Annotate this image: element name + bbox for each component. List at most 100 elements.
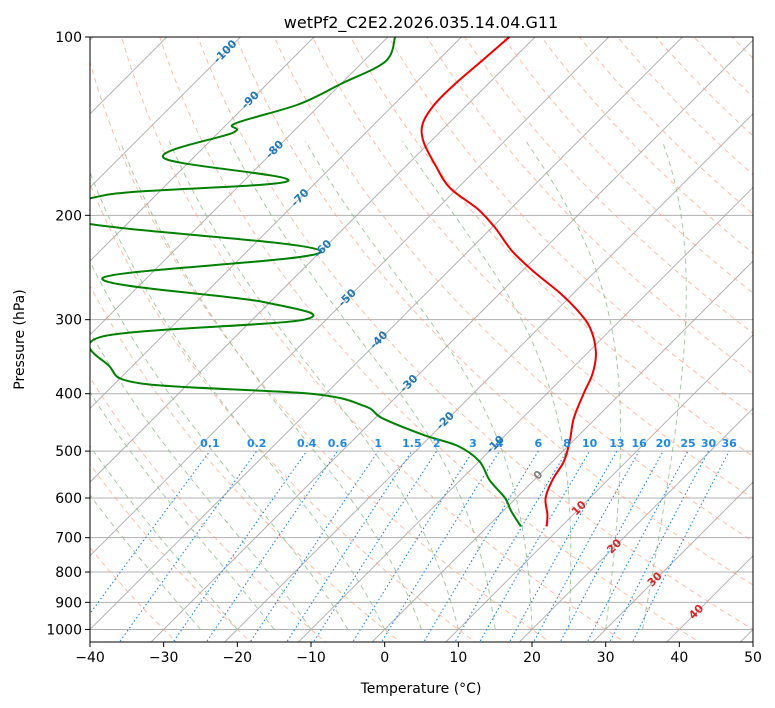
x-tick-label: 10 xyxy=(449,650,467,666)
y-tick-label: 500 xyxy=(55,444,82,460)
dry-adiabat-line xyxy=(273,37,753,543)
isotherm-line xyxy=(150,39,753,642)
moist-adiabat-line xyxy=(642,141,687,630)
dry-adiabat-line xyxy=(578,37,753,215)
dewpoint-profile-line xyxy=(90,37,522,527)
x-tick-label: 20 xyxy=(523,650,541,666)
mixing-ratio-label: 20 xyxy=(656,437,672,450)
mixing-ratio-label: 16 xyxy=(631,437,647,450)
mixing-ratio-label: 4 xyxy=(496,437,504,450)
isotherm-label: 20 xyxy=(604,536,624,556)
isotherm-line xyxy=(371,260,753,642)
isotherm-label: 0 xyxy=(531,468,546,483)
isotherm-line xyxy=(592,481,753,642)
dry-adiabat-line xyxy=(731,37,753,59)
moist-adiabat-line xyxy=(229,141,496,630)
x-tick-label: −30 xyxy=(149,650,179,666)
mixing-ratio-label: 25 xyxy=(680,437,695,450)
x-tick-label: 50 xyxy=(744,650,762,666)
y-tick-label: 300 xyxy=(55,313,82,329)
isotherm-label: -90 xyxy=(239,88,262,111)
isotherm-line xyxy=(90,37,242,189)
mixing-ratio-label: 0.6 xyxy=(328,437,348,450)
dry-adiabat-line xyxy=(350,37,753,458)
mixing-ratio-label: 30 xyxy=(701,437,717,450)
mixing-ratio-label: 36 xyxy=(722,437,738,450)
y-tick-label: 100 xyxy=(55,30,82,46)
plot-frame xyxy=(89,36,754,643)
y-tick-label: 1000 xyxy=(46,622,82,638)
dry-adiabat-line xyxy=(90,60,551,642)
x-tick-label: −20 xyxy=(223,650,253,666)
mixing-ratio-label: 0.4 xyxy=(297,437,317,450)
moist-adiabat-line xyxy=(402,141,572,630)
dry-adiabat-line xyxy=(426,37,753,375)
dry-adiabat-line xyxy=(159,37,701,642)
mixing-ratio-label: 2 xyxy=(433,437,441,450)
isotherm-line xyxy=(90,37,315,262)
dry-adiabat-line xyxy=(90,183,476,642)
mixing-ratio-line xyxy=(249,450,379,642)
y-tick-label: 200 xyxy=(55,208,82,224)
moist-adiabat-line xyxy=(90,260,349,630)
isotherm-line xyxy=(518,407,753,642)
moist-adiabat-line xyxy=(119,141,422,630)
isotherm-line xyxy=(445,334,753,642)
mixing-ratio-line xyxy=(631,450,730,642)
mixing-ratio-label: 0.1 xyxy=(200,437,220,450)
isotherm-line xyxy=(90,37,684,631)
mixing-ratio-label: 10 xyxy=(582,437,598,450)
mixing-ratio-line xyxy=(205,450,338,642)
dry-adiabat-line xyxy=(90,463,252,642)
dry-adiabat-line xyxy=(311,37,753,500)
dry-adiabat-line xyxy=(655,37,753,137)
mixing-ratio-label: 0.2 xyxy=(247,437,267,450)
dry-adiabat-line xyxy=(90,284,402,642)
mixing-ratio-line xyxy=(90,450,211,615)
y-axis-label: Pressure (hPa) xyxy=(12,289,28,389)
y-tick-label: 900 xyxy=(55,595,82,611)
moist-adiabat-line xyxy=(304,141,533,630)
mixing-ratio-line xyxy=(586,450,689,642)
mixing-ratio-label: 13 xyxy=(609,437,624,450)
moist-adiabat-line xyxy=(90,391,275,630)
mixing-ratio-line xyxy=(118,450,258,642)
y-tick-label: 800 xyxy=(55,565,82,581)
x-tick-label: 30 xyxy=(597,650,615,666)
mixing-ratio-line xyxy=(312,450,438,642)
isotherm-line xyxy=(90,37,463,410)
mixing-ratio-line xyxy=(559,450,664,642)
isotherm-line xyxy=(90,37,389,336)
isotherm-line xyxy=(90,37,610,557)
moist-adiabat-line xyxy=(90,330,312,630)
axes: −40 −30 −20 −10 0 10 20 30 40 5010020030040050060… xyxy=(46,30,762,666)
mixing-ratio-label: 8 xyxy=(563,437,571,450)
mixing-ratio-label: 1 xyxy=(374,437,382,450)
y-tick-label: 400 xyxy=(55,387,82,403)
dry-adiabat-line xyxy=(757,24,775,645)
chart-title: wetPf2_C2E2.2026.035.14.04.G11 xyxy=(284,13,558,33)
x-tick-label: 0 xyxy=(380,650,389,666)
dry-adiabat-line xyxy=(388,37,753,416)
mixing-ratio-line xyxy=(172,450,308,642)
x-tick-label: −10 xyxy=(296,650,326,666)
x-tick-label: 40 xyxy=(670,650,688,666)
mixing-ratio-line xyxy=(454,450,568,642)
isotherm-line xyxy=(90,37,536,483)
moist-adiabat-line xyxy=(168,141,459,630)
mixing-ratio-line xyxy=(286,450,413,642)
moist-adiabat-line xyxy=(525,141,622,630)
mixing-ratio-line xyxy=(380,450,500,642)
background-lines xyxy=(90,24,775,645)
dry-adiabat-line xyxy=(693,37,753,98)
isotherm-line xyxy=(297,186,753,642)
x-axis-label: Temperature (°C) xyxy=(360,681,482,697)
dry-adiabat-line xyxy=(235,37,753,586)
moist-adiabat-line xyxy=(90,171,386,630)
profile-lines xyxy=(90,37,597,527)
dry-adiabat-line xyxy=(197,37,753,630)
dry-adiabat-line xyxy=(502,37,753,294)
mixing-ratio-label: 3 xyxy=(469,437,477,450)
temperature-profile-line xyxy=(420,37,597,527)
mixing-ratio-label: 6 xyxy=(534,437,542,450)
